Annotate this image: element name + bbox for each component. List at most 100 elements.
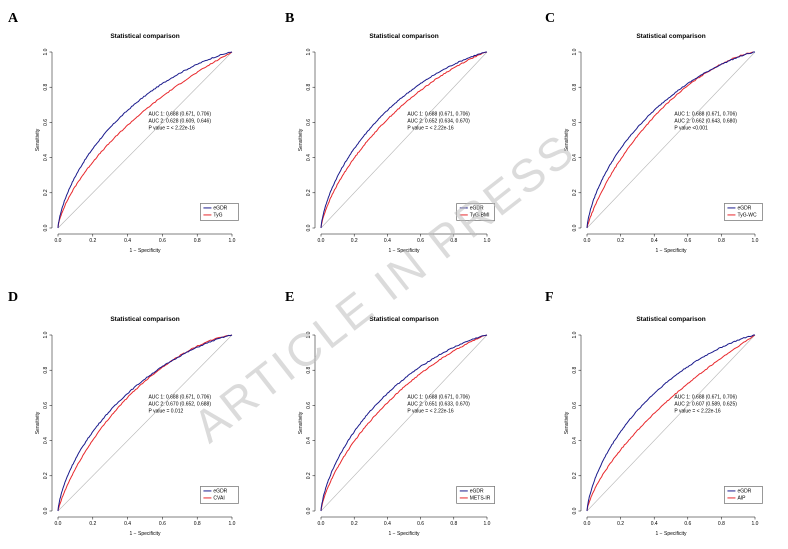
x-axis-label: 1 − Specificity bbox=[656, 531, 687, 537]
y-tick-label: 0.8 bbox=[43, 84, 49, 91]
y-tick-label: 0.0 bbox=[43, 224, 49, 231]
x-tick-label: 0.4 bbox=[124, 521, 131, 527]
panel-letter: E bbox=[285, 290, 294, 305]
y-tick-label: 0.6 bbox=[572, 402, 578, 409]
legend-label: eGDR bbox=[213, 488, 227, 494]
y-tick-label: 0.4 bbox=[572, 437, 578, 444]
x-tick-label: 0.0 bbox=[55, 521, 62, 527]
x-tick-label: 0.4 bbox=[651, 521, 658, 527]
auc-annotation: AUC 1: 0.688 (0.671, 0.706) bbox=[148, 111, 211, 117]
y-tick-label: 0.2 bbox=[572, 472, 578, 479]
y-tick-label: 0.8 bbox=[306, 367, 312, 374]
legend-label: TyG-BMI bbox=[470, 212, 490, 218]
x-tick-label: 0.8 bbox=[194, 521, 201, 527]
y-tick-label: 0.6 bbox=[43, 402, 49, 409]
roc-curve-tyg bbox=[57, 51, 233, 229]
x-tick-label: 0.4 bbox=[124, 238, 131, 244]
auc-annotation: P value = < 2.22e-16 bbox=[407, 125, 454, 131]
legend-label: TyG bbox=[213, 212, 222, 218]
y-tick-label: 0.2 bbox=[306, 472, 312, 479]
y-tick-label: 0.2 bbox=[306, 189, 312, 196]
x-axis-label: 1 − Specificity bbox=[130, 531, 161, 537]
x-tick-label: 0.2 bbox=[89, 521, 96, 527]
legend-label: METS-IR bbox=[470, 495, 491, 501]
y-tick-label: 0.6 bbox=[572, 119, 578, 126]
reference-diagonal bbox=[586, 334, 756, 512]
legend-label: AIP bbox=[737, 495, 746, 501]
reference-diagonal bbox=[57, 51, 233, 229]
legend-label: eGDR bbox=[737, 488, 751, 494]
y-tick-label: 0.4 bbox=[572, 154, 578, 161]
panel-letter: A bbox=[8, 11, 19, 26]
roc-panel-d: D Statistical comparison 0.0 0.2 0.4 0.6 0.8 1.… bbox=[8, 290, 239, 537]
x-tick-label: 0.6 bbox=[159, 238, 166, 244]
y-tick-label: 0.8 bbox=[306, 84, 312, 91]
x-tick-label: 0.6 bbox=[684, 521, 691, 527]
x-tick-label: 0.4 bbox=[384, 521, 391, 527]
panel-letter: F bbox=[545, 290, 554, 305]
auc-annotation: AUC 2: 0.651 (0.633, 0.670) bbox=[407, 401, 470, 407]
x-tick-label: 0.6 bbox=[159, 521, 166, 527]
roc-curve-egdr bbox=[320, 51, 488, 229]
chart-title: Statistical comparison bbox=[636, 33, 705, 40]
auc-annotation: AUC 2: 0.607 (0.589, 0.625) bbox=[674, 401, 737, 407]
legend-label: CVAI bbox=[213, 495, 224, 501]
y-tick-label: 0.2 bbox=[572, 189, 578, 196]
y-tick-label: 1.0 bbox=[572, 331, 578, 338]
roc-curve-mets-ir bbox=[320, 334, 488, 512]
auc-annotation: P value = < 2.22e-16 bbox=[407, 408, 454, 414]
panel-letter: C bbox=[545, 11, 555, 26]
roc-panel-a: A Statistical comparison 0.0 0.2 0.4 0.6 0.8 1.… bbox=[8, 11, 239, 254]
x-tick-label: 0.8 bbox=[194, 238, 201, 244]
y-axis-label: Sensitivity bbox=[35, 411, 41, 434]
x-tick-label: 0.6 bbox=[684, 238, 691, 244]
auc-annotation: AUC 1: 0.688 (0.671, 0.706) bbox=[407, 394, 470, 400]
x-tick-label: 0.8 bbox=[718, 521, 725, 527]
x-tick-label: 1.0 bbox=[484, 238, 491, 244]
y-axis-label: Sensitivity bbox=[35, 128, 41, 151]
legend-label: TyG-WC bbox=[737, 212, 757, 218]
x-tick-label: 0.6 bbox=[417, 521, 424, 527]
x-tick-label: 0.8 bbox=[450, 521, 457, 527]
auc-annotation: P value <0.001 bbox=[674, 125, 708, 131]
panel-letter: B bbox=[285, 11, 294, 26]
y-tick-label: 0.8 bbox=[572, 84, 578, 91]
roc-curve-egdr bbox=[586, 51, 755, 229]
y-tick-label: 0.0 bbox=[572, 224, 578, 231]
roc-curve-egdr bbox=[57, 334, 233, 512]
x-tick-label: 0.2 bbox=[617, 238, 624, 244]
y-tick-label: 0.8 bbox=[43, 367, 49, 374]
auc-annotation: AUC 2: 0.662 (0.643, 0.680) bbox=[674, 118, 737, 124]
legend-label: eGDR bbox=[213, 205, 227, 211]
y-tick-label: 0.8 bbox=[572, 367, 578, 374]
chart-title: Statistical comparison bbox=[110, 316, 179, 323]
x-tick-label: 1.0 bbox=[752, 521, 759, 527]
y-tick-label: 0.6 bbox=[306, 119, 312, 126]
y-tick-label: 0.4 bbox=[43, 437, 49, 444]
auc-annotation: AUC 1: 0.688 (0.671, 0.706) bbox=[674, 394, 737, 400]
roc-curve-tyg-wc bbox=[586, 51, 755, 229]
auc-annotation: AUC 1: 0.688 (0.671, 0.706) bbox=[674, 111, 737, 117]
y-axis-label: Sensitivity bbox=[564, 128, 570, 151]
auc-annotation: AUC 1: 0.688 (0.671, 0.706) bbox=[407, 111, 470, 117]
roc-curve-cvai bbox=[57, 334, 233, 512]
chart-title: Statistical comparison bbox=[636, 316, 705, 323]
x-tick-label: 0.8 bbox=[718, 238, 725, 244]
y-axis-label: Sensitivity bbox=[298, 128, 304, 151]
chart-title: Statistical comparison bbox=[110, 33, 179, 40]
x-tick-label: 1.0 bbox=[484, 521, 491, 527]
roc-curve-egdr bbox=[57, 51, 233, 229]
y-tick-label: 0.2 bbox=[43, 472, 49, 479]
y-tick-label: 0.6 bbox=[43, 119, 49, 126]
auc-annotation: P value = < 2.22e-16 bbox=[674, 408, 721, 414]
roc-curve-egdr bbox=[586, 334, 756, 512]
y-tick-label: 0.0 bbox=[43, 507, 49, 514]
legend-label: eGDR bbox=[470, 488, 484, 494]
x-axis-label: 1 − Specificity bbox=[389, 531, 420, 537]
x-tick-label: 1.0 bbox=[229, 521, 236, 527]
x-tick-label: 0.2 bbox=[351, 238, 358, 244]
auc-annotation: P value = < 2.22e-16 bbox=[148, 125, 195, 131]
y-axis-label: Sensitivity bbox=[564, 411, 570, 434]
roc-curve-tyg-bmi bbox=[320, 51, 488, 229]
